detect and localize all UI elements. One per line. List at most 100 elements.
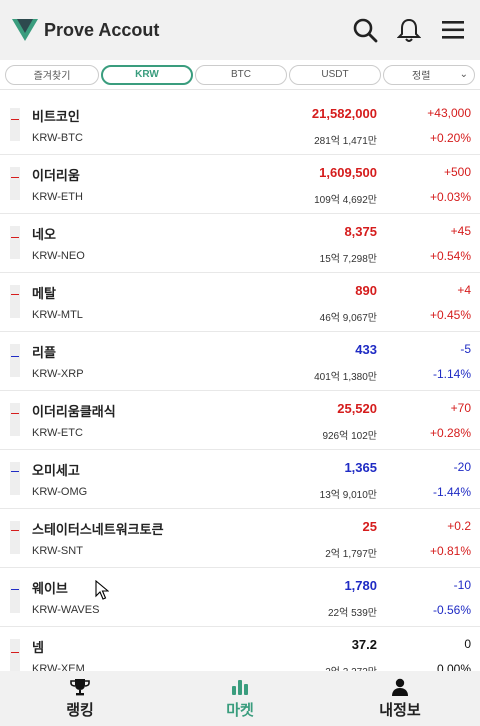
coin-code: KRW-XRP: [32, 368, 84, 380]
nav-my-info-label: 내정보: [379, 702, 421, 719]
coin-change: +0.2: [447, 519, 471, 533]
coin-name: 비트코인: [32, 109, 80, 124]
app-header: Prove Accout: [0, 0, 480, 60]
coin-row[interactable]: 이더리움 KRW-ETH 1,609,500 109억 4,692만 +500 +0.03…: [0, 155, 480, 214]
mini-candle-chart: [10, 462, 20, 495]
candle-line: [11, 589, 19, 590]
coin-price: 21,582,000: [311, 106, 377, 121]
coin-row[interactable]: 스테이터스네트워크토큰 KRW-SNT 25 2억 1,797만 +0.2 +0.81%: [0, 509, 480, 568]
coin-change: +70: [450, 401, 471, 415]
coin-change: +43,000: [427, 106, 471, 120]
trophy-icon: [70, 679, 90, 696]
coin-change-rate: -0.56%: [432, 603, 471, 617]
coin-name: 오미세고: [32, 463, 80, 478]
mouse-cursor-icon: [95, 580, 109, 600]
coin-name: 스테이터스네트워크토큰: [32, 522, 164, 537]
coin-code: KRW-WAVES: [32, 604, 100, 616]
mini-candle-chart: [10, 580, 20, 613]
coin-change: -20: [453, 460, 471, 474]
coin-volume: 15억 7,298만: [319, 254, 377, 265]
search-button[interactable]: [350, 15, 380, 45]
chevron-down-icon: ⌄: [459, 69, 468, 80]
mini-candle-chart: [10, 167, 20, 200]
tab-usdt[interactable]: USDT: [289, 64, 381, 85]
candle-line: [11, 119, 19, 120]
coin-volume: 926억 102만: [322, 431, 377, 442]
menu-button[interactable]: [438, 15, 468, 45]
coin-volume: 281억 1,471만: [314, 136, 377, 147]
tab-btc[interactable]: BTC: [195, 64, 287, 85]
bell-icon: [397, 18, 421, 42]
coin-change: 0: [464, 637, 471, 651]
candle-line: [11, 177, 19, 178]
coin-row[interactable]: 네오 KRW-NEO 8,375 15억 7,298만 +45 +0.54%: [0, 214, 480, 273]
nav-market-label: 마켓: [226, 702, 254, 719]
coin-volume: 46억 9,067만: [319, 313, 377, 324]
coin-change-rate: +0.54%: [429, 249, 471, 263]
mini-candle-chart: [10, 108, 20, 141]
mini-candle-chart: [10, 285, 20, 318]
coin-name: 이더리움클래식: [32, 404, 116, 419]
coin-price: 1,365: [344, 460, 377, 475]
coin-change: +500: [443, 165, 471, 179]
hamburger-menu-icon: [442, 21, 464, 39]
coin-name: 이더리움: [32, 168, 80, 183]
coin-change: -5: [460, 342, 471, 356]
coin-volume: 13억 9,010만: [319, 490, 377, 501]
sort-dropdown[interactable]: 정렬 ⌄: [383, 64, 475, 85]
coin-code: KRW-MTL: [32, 309, 83, 321]
coin-change: -10: [453, 578, 471, 592]
bar-chart-icon: [232, 680, 248, 695]
coin-row[interactable]: 이더리움클래식 KRW-ETC 25,520 926억 102만 +70 +0.28%: [0, 391, 480, 450]
coin-code: KRW-XEM: [32, 663, 85, 671]
coin-price: 890: [355, 283, 377, 298]
coin-name: 넴: [32, 640, 44, 655]
coin-list[interactable]: 비트코인 KRW-BTC 21,582,000 281억 1,471만 +43,000 +…: [0, 96, 480, 671]
coin-change: +4: [457, 283, 471, 297]
coin-code: KRW-OMG: [32, 486, 88, 498]
coin-change-rate: -1.14%: [432, 367, 471, 381]
coin-price: 1,609,500: [319, 165, 377, 180]
coin-code: KRW-ETH: [32, 191, 83, 203]
app-title: Prove Accout: [44, 19, 160, 40]
coin-row[interactable]: 메탈 KRW-MTL 890 46억 9,067만 +4 +0.45%: [0, 273, 480, 332]
mini-candle-chart: [10, 344, 20, 377]
mini-candle-chart: [10, 639, 20, 671]
coin-row[interactable]: 넴 KRW-XEM 37.2 2억 2,272만 0 0.00%: [0, 627, 480, 671]
coin-price: 433: [355, 342, 377, 357]
nav-ranking[interactable]: 랭킹: [0, 671, 160, 726]
coin-change-rate: +0.45%: [429, 308, 471, 322]
user-icon: [392, 678, 408, 696]
coin-code: KRW-SNT: [32, 545, 83, 557]
coin-volume: 109억 4,692만: [314, 195, 377, 206]
candle-line: [11, 530, 19, 531]
nav-market[interactable]: 마켓: [160, 671, 320, 726]
coin-price: 25: [362, 519, 377, 534]
coin-change-rate: +0.20%: [429, 131, 471, 145]
tab-favorites[interactable]: 즐겨찾기: [5, 64, 99, 85]
coin-code: KRW-BTC: [32, 132, 83, 144]
coin-name: 메탈: [32, 286, 56, 301]
candle-line: [11, 294, 19, 295]
candle-line: [11, 652, 19, 653]
candle-line: [11, 471, 19, 472]
coin-row[interactable]: 오미세고 KRW-OMG 1,365 13억 9,010만 -20 -1.44%: [0, 450, 480, 509]
candle-line: [11, 356, 19, 357]
coin-price: 25,520: [337, 401, 377, 416]
coin-row[interactable]: 비트코인 KRW-BTC 21,582,000 281억 1,471만 +43,000 +…: [0, 96, 480, 155]
coin-name: 리플: [32, 345, 56, 360]
coin-change-rate: -1.44%: [432, 485, 471, 499]
coin-row[interactable]: 리플 KRW-XRP 433 401억 1,380만 -5 -1.14%: [0, 332, 480, 391]
coin-change-rate: 0.00%: [436, 662, 471, 671]
bottom-nav: 랭킹 마켓 내정보: [0, 671, 480, 726]
coin-name: 웨이브: [32, 581, 68, 596]
nav-my-info[interactable]: 내정보: [320, 671, 480, 726]
coin-change: +45: [450, 224, 471, 238]
logo-icon: [12, 19, 38, 41]
tab-krw[interactable]: KRW: [101, 64, 193, 85]
coin-row[interactable]: 웨이브 KRW-WAVES 1,780 22억 539만 -10 -0.56%: [0, 568, 480, 627]
mini-candle-chart: [10, 521, 20, 554]
sort-label: 정렬: [412, 71, 431, 82]
notification-button[interactable]: [394, 15, 424, 45]
coin-volume: 401억 1,380만: [314, 372, 377, 383]
